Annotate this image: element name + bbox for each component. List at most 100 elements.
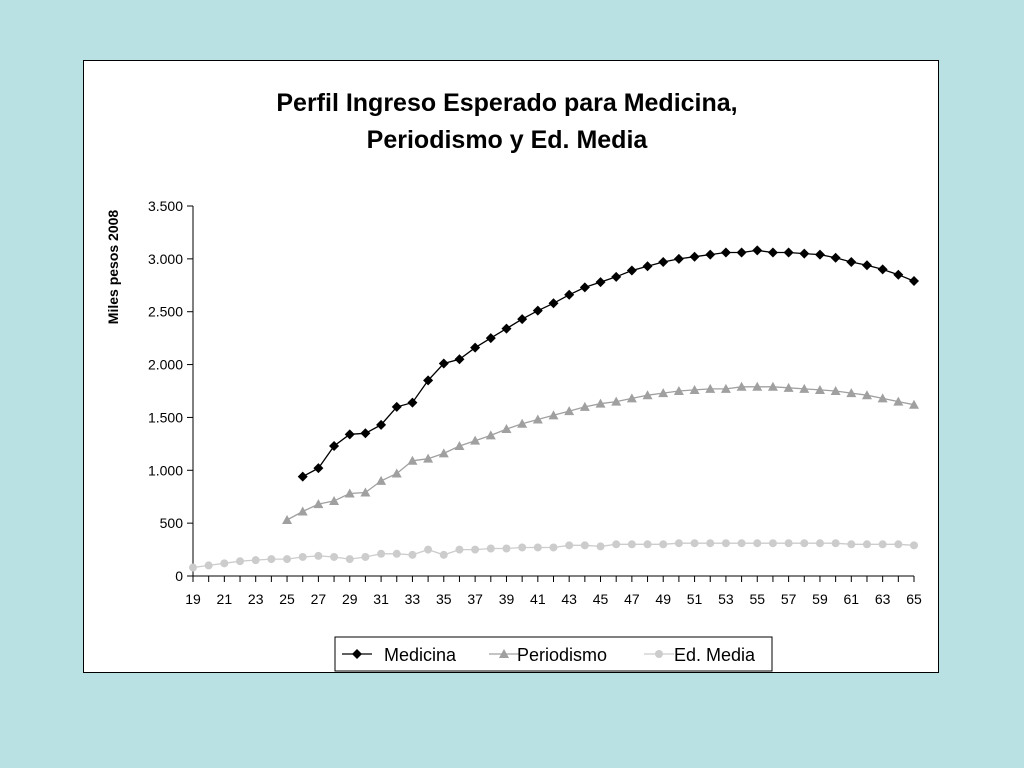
data-point-periodismo (297, 506, 308, 516)
data-point-medicina (517, 314, 528, 325)
data-point-medicina (799, 248, 810, 259)
data-point-ed-media (267, 555, 276, 564)
data-point-ed-media (251, 556, 260, 565)
data-point-ed-media (314, 551, 323, 560)
data-point-medicina (752, 245, 763, 256)
x-tick-label: 31 (373, 591, 389, 607)
x-tick-label: 63 (875, 591, 891, 607)
x-tick-label: 39 (499, 591, 515, 607)
data-point-periodismo (517, 418, 528, 428)
data-point-ed-media (408, 550, 417, 559)
data-point-periodismo (767, 381, 778, 391)
y-tick-label: 0 (175, 568, 183, 584)
data-point-ed-media (847, 540, 856, 549)
chart-title-line-2: Periodismo y Ed. Media (367, 126, 649, 154)
legend-label-periodismo: Periodismo (517, 645, 607, 665)
data-point-medicina (454, 354, 465, 365)
data-point-ed-media (455, 545, 464, 554)
data-point-ed-media (236, 557, 245, 566)
y-tick-label: 1.000 (148, 462, 183, 478)
data-point-ed-media (753, 539, 762, 548)
data-point-ed-media (439, 550, 448, 559)
legend-box (334, 636, 773, 672)
data-point-ed-media (627, 540, 636, 549)
data-point-periodismo (485, 430, 496, 440)
data-point-medicina (611, 271, 622, 282)
data-point-medicina (626, 265, 637, 276)
data-point-medicina (893, 269, 904, 280)
data-point-periodismo (626, 393, 637, 403)
y-axis-label: Miles pesos 2008 (105, 210, 121, 325)
data-point-ed-media (377, 549, 386, 558)
data-point-ed-media (330, 552, 339, 561)
data-point-periodismo (642, 390, 653, 400)
data-point-medicina (548, 298, 559, 309)
data-point-periodismo (470, 435, 481, 445)
data-point-periodismo (595, 398, 606, 408)
data-point-ed-media (533, 543, 542, 552)
data-point-medicina (313, 463, 324, 474)
x-tick-label: 29 (342, 591, 358, 607)
data-point-medicina (846, 257, 857, 268)
data-point-medicina (658, 257, 669, 268)
data-point-ed-media (471, 545, 480, 554)
series-line-medicina (302, 249, 915, 478)
data-point-periodismo (689, 384, 700, 394)
x-tick-label: 57 (781, 591, 797, 607)
data-point-periodismo (673, 386, 684, 395)
data-point-medicina (344, 429, 355, 440)
data-point-ed-media (596, 542, 605, 551)
data-point-periodismo (909, 399, 919, 409)
data-point-medicina (376, 419, 387, 430)
data-point-ed-media (549, 543, 558, 552)
chart-title-line-1: Perfil Ingreso Esperado para Medicina, (276, 89, 737, 117)
x-tick-label: 47 (624, 591, 640, 607)
x-tick-label: 59 (812, 591, 828, 607)
legend-label-medicina: Medicina (384, 645, 457, 665)
data-point-periodismo (877, 393, 888, 403)
data-point-ed-media (220, 559, 229, 568)
data-point-periodismo (360, 487, 371, 497)
x-tick-label: 65 (906, 591, 922, 607)
x-tick-label: 23 (248, 591, 264, 607)
data-point-medicina (767, 247, 778, 258)
data-point-medicina (391, 401, 402, 412)
data-point-ed-media (189, 563, 197, 572)
data-point-ed-media (815, 539, 824, 548)
data-point-ed-media (784, 539, 793, 548)
data-point-ed-media (894, 540, 903, 549)
x-tick-label: 37 (467, 591, 483, 607)
data-point-periodismo (501, 424, 512, 434)
data-point-ed-media (737, 539, 746, 548)
data-point-ed-media (283, 555, 292, 564)
data-point-medicina (909, 276, 919, 287)
data-point-ed-media (502, 544, 511, 553)
data-point-medicina (579, 282, 590, 293)
data-point-ed-media (518, 543, 527, 552)
data-point-periodismo (830, 386, 841, 395)
data-point-medicina (689, 251, 700, 262)
data-point-ed-media (345, 555, 354, 564)
data-point-periodismo (861, 390, 872, 400)
chart-frame: Perfil Ingreso Esperado para Medicina, P… (83, 60, 939, 673)
x-tick-label: 55 (749, 591, 765, 607)
x-tick-label: 61 (844, 591, 860, 607)
data-point-ed-media (659, 540, 668, 549)
data-point-ed-media (690, 539, 699, 548)
x-tick-label: 19 (185, 591, 201, 607)
data-point-ed-media (862, 540, 871, 549)
data-point-ed-media (721, 539, 730, 548)
data-point-periodismo (893, 396, 904, 406)
data-point-ed-media (674, 539, 683, 548)
legend-marker-periodismo (499, 649, 509, 658)
data-point-periodismo (814, 384, 825, 394)
data-point-periodismo (579, 401, 590, 411)
data-point-periodismo (532, 414, 543, 424)
x-tick-label: 33 (405, 591, 421, 607)
data-point-ed-media (361, 552, 370, 561)
data-point-medicina (470, 342, 481, 353)
data-point-medicina (642, 261, 653, 272)
data-point-periodismo (376, 475, 387, 485)
data-point-medicina (830, 252, 841, 263)
data-point-medicina (297, 471, 308, 482)
